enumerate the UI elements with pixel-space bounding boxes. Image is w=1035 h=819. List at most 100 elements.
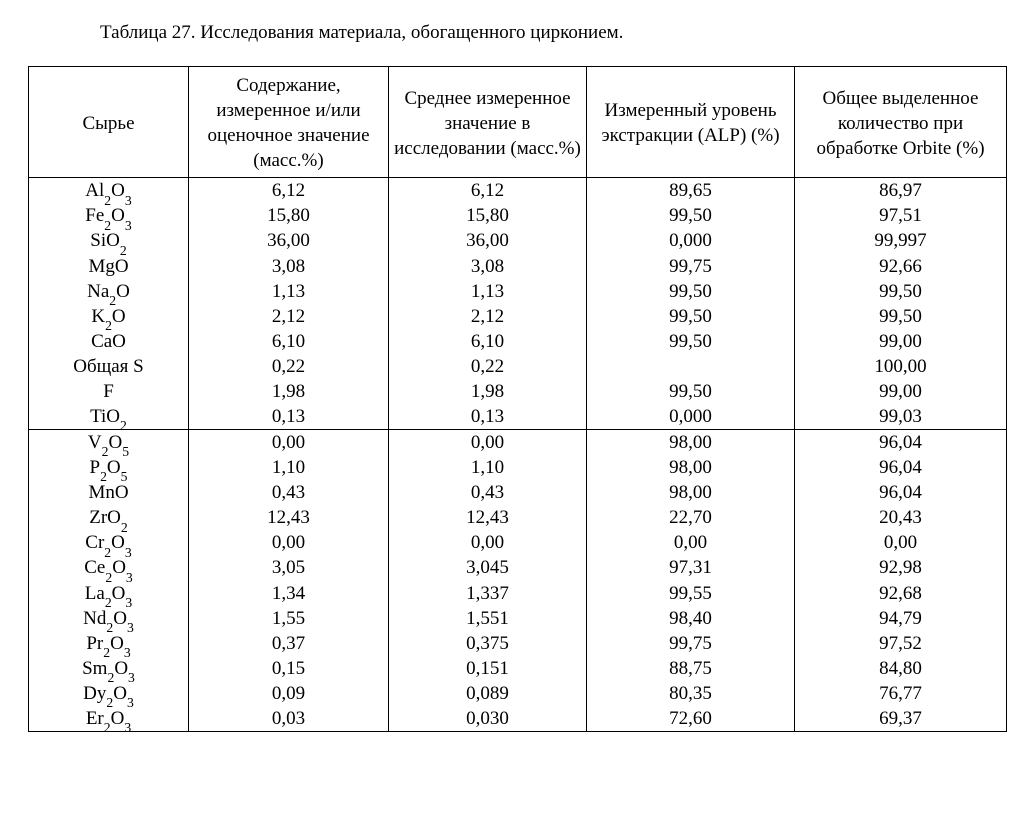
table-row: CaO6,106,1099,5099,00 <box>29 329 1007 354</box>
cell-value: 0,000 <box>587 404 795 430</box>
col-header-raw: Сырье <box>29 67 189 178</box>
cell-value: 99,50 <box>587 329 795 354</box>
table-row: Pr2O30,370,37599,7597,52 <box>29 631 1007 656</box>
cell-value: 0,13 <box>189 404 389 430</box>
cell-value: 96,04 <box>795 430 1007 456</box>
cell-value: 0,00 <box>587 530 795 555</box>
table-row: Dy2O30,090,08980,3576,77 <box>29 681 1007 706</box>
table-row: K2O2,122,1299,5099,50 <box>29 304 1007 329</box>
cell-value: 80,35 <box>587 681 795 706</box>
cell-value: 1,13 <box>189 279 389 304</box>
cell-raw-material: Na2O <box>29 279 189 304</box>
cell-raw-material: MgO <box>29 254 189 279</box>
table-row: ZrO212,4312,4322,7020,43 <box>29 505 1007 530</box>
cell-value: 36,00 <box>189 228 389 253</box>
cell-value: 98,00 <box>587 480 795 505</box>
cell-value: 99,50 <box>795 304 1007 329</box>
table-row: Er2O30,030,03072,6069,37 <box>29 706 1007 732</box>
data-table: Сырье Содержание, измеренное и/или оцено… <box>28 66 1007 732</box>
cell-value: 99,00 <box>795 379 1007 404</box>
cell-value: 0,00 <box>795 530 1007 555</box>
cell-value: 3,08 <box>389 254 587 279</box>
cell-value: 98,00 <box>587 455 795 480</box>
table-row: Cr2O30,000,000,000,00 <box>29 530 1007 555</box>
cell-value: 96,04 <box>795 455 1007 480</box>
cell-value: 76,77 <box>795 681 1007 706</box>
cell-value: 36,00 <box>389 228 587 253</box>
cell-raw-material: MnO <box>29 480 189 505</box>
cell-value: 2,12 <box>389 304 587 329</box>
table-row: SiO236,0036,000,00099,997 <box>29 228 1007 253</box>
cell-value: 6,10 <box>189 329 389 354</box>
cell-value: 1,98 <box>389 379 587 404</box>
table-row: V2O50,000,0098,0096,04 <box>29 430 1007 456</box>
cell-value: 99,75 <box>587 254 795 279</box>
cell-raw-material: Общая S <box>29 354 189 379</box>
cell-raw-material: Cr2O3 <box>29 530 189 555</box>
col-header-content: Содержание, измеренное и/или оценочное з… <box>189 67 389 178</box>
table-header-row: Сырье Содержание, измеренное и/или оцено… <box>29 67 1007 178</box>
table-row: Sm2O30,150,15188,7584,80 <box>29 656 1007 681</box>
cell-value: 3,045 <box>389 555 587 580</box>
cell-value: 0,375 <box>389 631 587 656</box>
table-row: F1,981,9899,5099,00 <box>29 379 1007 404</box>
cell-value: 0,00 <box>389 430 587 456</box>
table-body: Al2O36,126,1289,6586,97Fe2O315,8015,8099… <box>29 178 1007 732</box>
cell-value: 99,75 <box>587 631 795 656</box>
cell-raw-material: Al2O3 <box>29 178 189 204</box>
cell-value: 0,00 <box>389 530 587 555</box>
cell-value: 0,09 <box>189 681 389 706</box>
table-row: MnO0,430,4398,0096,04 <box>29 480 1007 505</box>
cell-value: 6,12 <box>189 178 389 204</box>
cell-raw-material: TiO2 <box>29 404 189 430</box>
cell-value: 97,31 <box>587 555 795 580</box>
col-header-mean: Среднее измеренное значение в исследован… <box>389 67 587 178</box>
cell-value: 1,13 <box>389 279 587 304</box>
cell-value: 1,55 <box>189 606 389 631</box>
table-row: Nd2O31,551,55198,4094,79 <box>29 606 1007 631</box>
cell-value: 99,50 <box>587 379 795 404</box>
cell-value: 99,00 <box>795 329 1007 354</box>
table-row: Al2O36,126,1289,6586,97 <box>29 178 1007 204</box>
cell-raw-material: F <box>29 379 189 404</box>
cell-value: 99,50 <box>587 304 795 329</box>
cell-value: 97,52 <box>795 631 1007 656</box>
table-row: Fe2O315,8015,8099,5097,51 <box>29 203 1007 228</box>
cell-value: 0,000 <box>587 228 795 253</box>
cell-value: 20,43 <box>795 505 1007 530</box>
cell-value: 1,34 <box>189 581 389 606</box>
cell-value: 0,00 <box>189 430 389 456</box>
cell-value: 0,030 <box>389 706 587 732</box>
cell-value: 0,43 <box>189 480 389 505</box>
cell-value: 72,60 <box>587 706 795 732</box>
cell-value: 6,12 <box>389 178 587 204</box>
cell-value: 0,151 <box>389 656 587 681</box>
cell-value: 92,66 <box>795 254 1007 279</box>
cell-value: 99,997 <box>795 228 1007 253</box>
cell-value: 99,50 <box>795 279 1007 304</box>
cell-value: 100,00 <box>795 354 1007 379</box>
cell-value: 0,22 <box>389 354 587 379</box>
table-row: TiO20,130,130,00099,03 <box>29 404 1007 430</box>
cell-value: 1,551 <box>389 606 587 631</box>
table-caption: Таблица 27. Исследования материала, обог… <box>100 22 1007 44</box>
cell-value: 0,03 <box>189 706 389 732</box>
cell-value: 1,10 <box>389 455 587 480</box>
cell-value: 15,80 <box>389 203 587 228</box>
cell-value: 0,22 <box>189 354 389 379</box>
cell-value: 1,98 <box>189 379 389 404</box>
table-row: Общая S0,220,22100,00 <box>29 354 1007 379</box>
cell-value: 1,337 <box>389 581 587 606</box>
cell-value: 0,13 <box>389 404 587 430</box>
table-row: La2O31,341,33799,5592,68 <box>29 581 1007 606</box>
cell-value: 92,98 <box>795 555 1007 580</box>
table-row: MgO3,083,0899,7592,66 <box>29 254 1007 279</box>
table-row: P2O51,101,1098,0096,04 <box>29 455 1007 480</box>
cell-value: 84,80 <box>795 656 1007 681</box>
cell-value: 88,75 <box>587 656 795 681</box>
table-row: Ce2O33,053,04597,3192,98 <box>29 555 1007 580</box>
cell-value: 98,00 <box>587 430 795 456</box>
cell-value: 0,43 <box>389 480 587 505</box>
cell-value: 99,55 <box>587 581 795 606</box>
cell-value: 99,50 <box>587 203 795 228</box>
